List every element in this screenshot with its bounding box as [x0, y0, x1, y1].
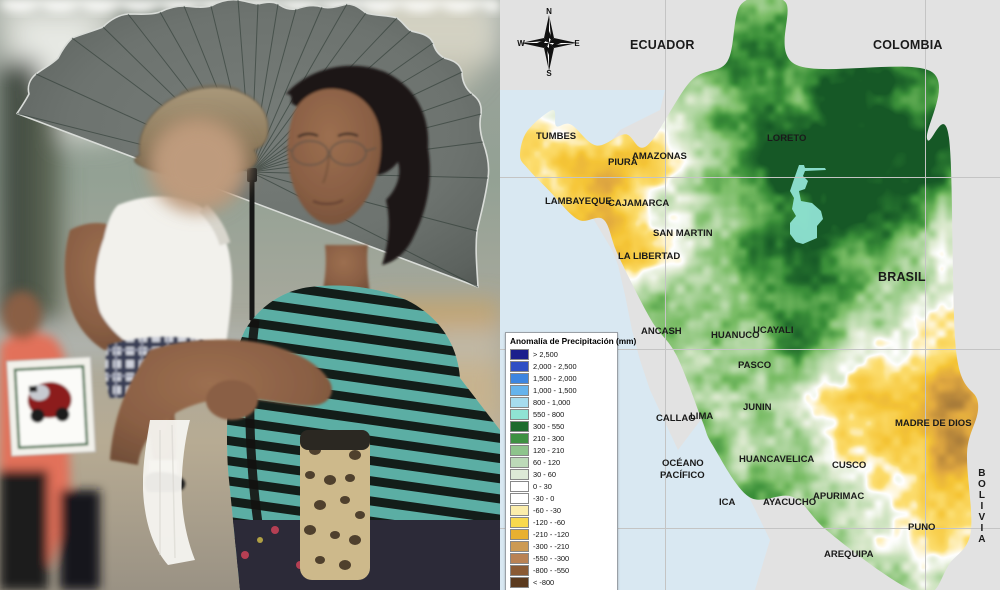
svg-text:W: W — [517, 39, 525, 48]
svg-text:N: N — [546, 8, 552, 16]
svg-text:S: S — [546, 69, 552, 78]
svg-text:E: E — [574, 39, 580, 48]
